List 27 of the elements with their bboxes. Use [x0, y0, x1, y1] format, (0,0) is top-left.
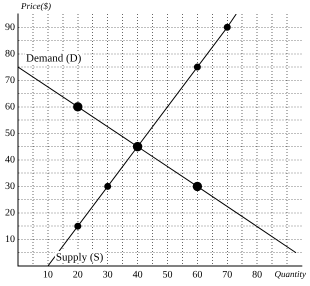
y-tick-label: 60 — [5, 101, 15, 112]
x-tick-label: 80 — [252, 270, 262, 281]
x-tick-label: 50 — [162, 270, 172, 281]
point — [104, 182, 112, 190]
series-label: Supply (S) — [56, 251, 104, 264]
point — [224, 24, 231, 31]
x-tick-label: 40 — [132, 270, 143, 281]
y-tick-label: 50 — [5, 128, 15, 139]
x-tick-label: 60 — [192, 270, 202, 281]
point — [74, 222, 82, 230]
point — [194, 64, 201, 71]
point — [73, 102, 82, 112]
y-tick-label: 80 — [5, 48, 15, 60]
y-tick-label: 40 — [5, 154, 15, 166]
x-tick-label: 10 — [42, 270, 53, 281]
y-tick-label: 70 — [5, 74, 15, 86]
x-tick-label: 20 — [72, 270, 83, 281]
point — [192, 182, 202, 192]
y-tick-label: 30 — [5, 181, 15, 192]
x-tick-label: 30 — [102, 270, 113, 281]
x-tick-label: 70 — [222, 270, 232, 281]
y-axis-title: Price($) — [20, 0, 51, 11]
y-tick-label: 90 — [5, 22, 15, 33]
y-tick-label: 20 — [5, 208, 15, 219]
y-tick-label: 10 — [5, 234, 15, 246]
x-axis-title: Quantity — [274, 268, 306, 279]
series-label: Demand (D) — [26, 52, 82, 64]
